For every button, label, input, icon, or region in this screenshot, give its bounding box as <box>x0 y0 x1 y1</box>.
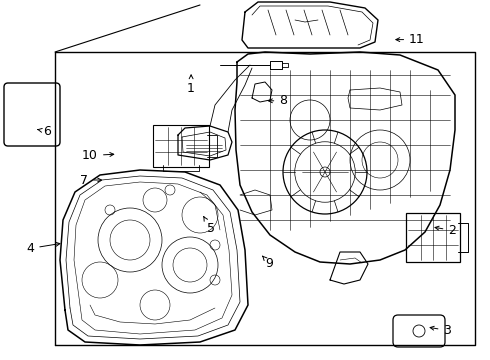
Text: 4: 4 <box>26 242 60 255</box>
Text: 11: 11 <box>396 33 425 46</box>
Text: 3: 3 <box>430 324 451 337</box>
Text: 10: 10 <box>82 149 114 162</box>
Text: 7: 7 <box>80 174 101 186</box>
Text: 5: 5 <box>204 217 215 235</box>
Text: 1: 1 <box>187 75 195 95</box>
Text: 8: 8 <box>269 94 287 107</box>
Text: 6: 6 <box>38 125 51 138</box>
Text: 2: 2 <box>435 224 456 237</box>
Text: 9: 9 <box>263 256 273 270</box>
